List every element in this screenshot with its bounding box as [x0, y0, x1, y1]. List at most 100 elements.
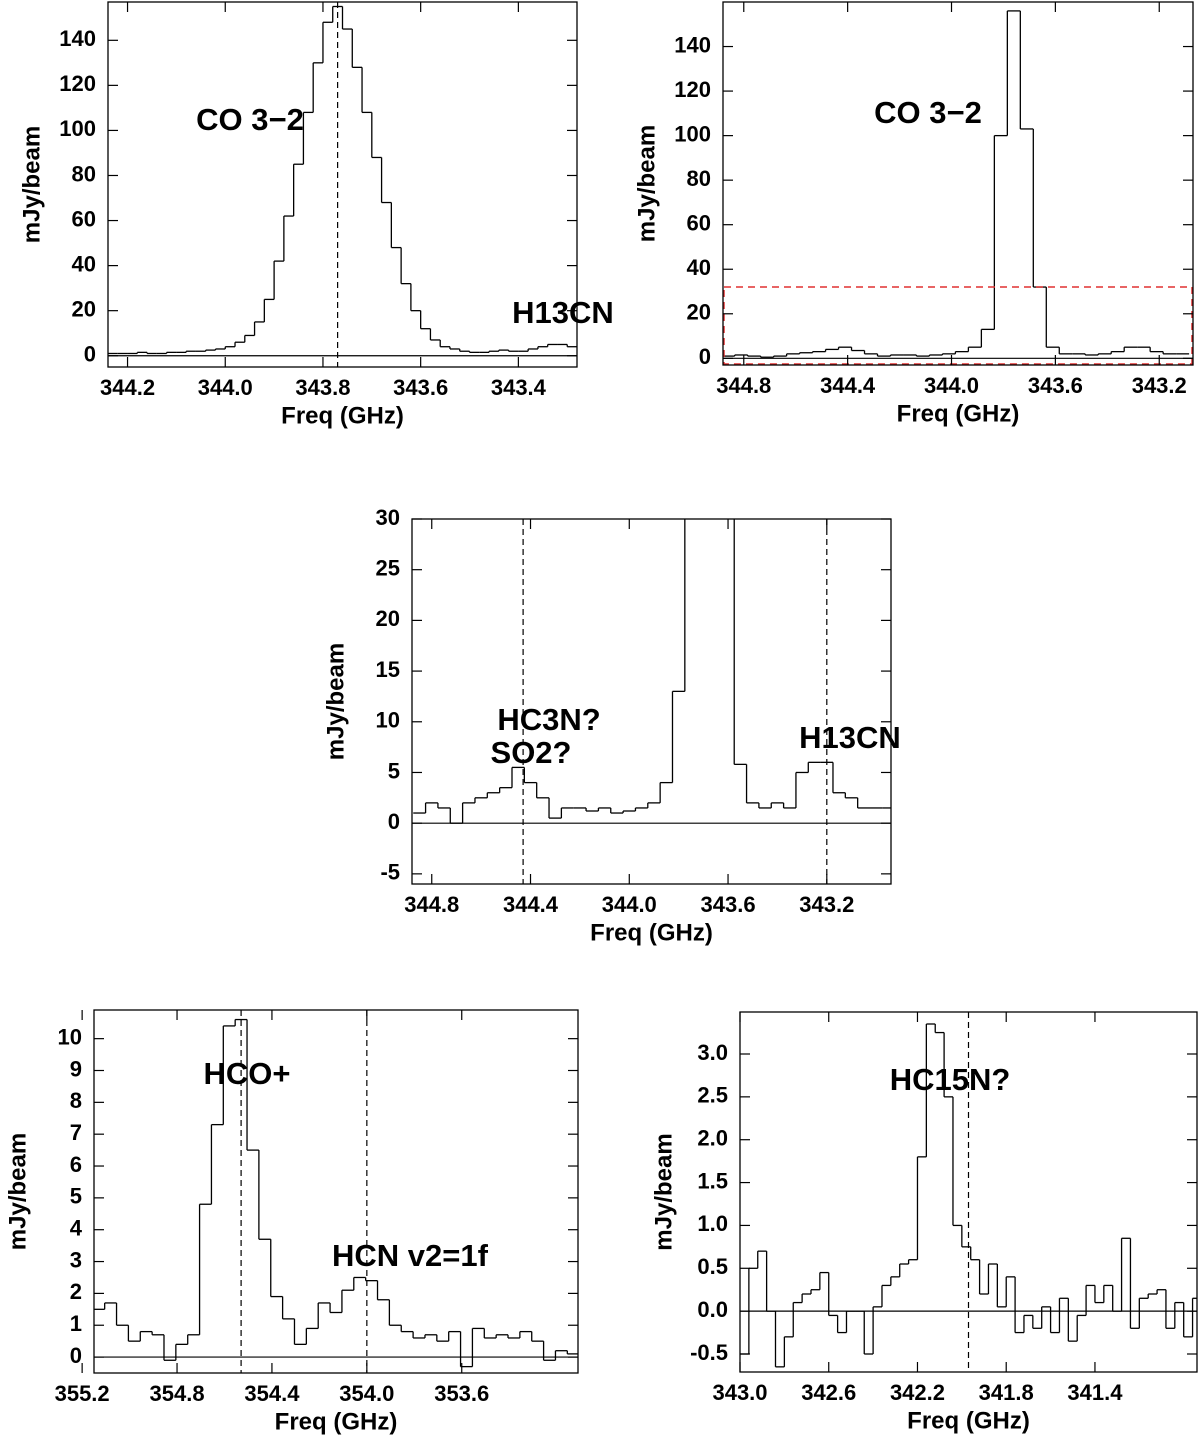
y-tick-label: 100 [59, 116, 96, 141]
y-tick-label: 1.0 [697, 1211, 728, 1236]
x-tick-label: 343.4 [491, 375, 547, 400]
annotation: H13CN [799, 720, 901, 755]
plot-frame [739, 1011, 1198, 1373]
x-tick-label: 353.6 [434, 1381, 489, 1406]
annotation: HCO+ [204, 1056, 291, 1091]
y-tick-label: 60 [72, 206, 96, 231]
y-tick-label: 0 [699, 344, 711, 369]
x-tick-label: 354.4 [244, 1381, 300, 1406]
chart-panel: 344.8 344.4 344.0 343.6 343.2 -5 0 5 10 15 20 25 30 F… [322, 505, 901, 947]
plot-frame [107, 1, 578, 368]
x-tick-label: 343.0 [712, 1380, 767, 1405]
annotation: CO 3−2 [874, 95, 982, 130]
x-axis-title: Freq (GHz) [897, 400, 1020, 427]
y-tick-label: 1 [70, 1311, 82, 1336]
y-tick-label: 10 [58, 1024, 82, 1049]
y-axis-title: mJy/beam [633, 125, 660, 242]
y-tick-label: 80 [72, 161, 96, 186]
x-tick-label: 344.8 [716, 373, 771, 398]
y-tick-label: 0 [388, 809, 400, 834]
y-tick-label: 6 [70, 1152, 82, 1177]
x-tick-label: 344.8 [404, 892, 459, 917]
y-tick-label: 10 [376, 708, 400, 733]
x-tick-label: 342.6 [801, 1380, 856, 1405]
y-tick-label: 7 [70, 1120, 82, 1145]
x-tick-label: 354.0 [339, 1381, 394, 1406]
x-tick-label: 344.0 [602, 892, 657, 917]
y-tick-label: 80 [687, 166, 711, 191]
x-axis-title: Freq (GHz) [590, 919, 713, 946]
x-tick-label: 344.0 [198, 375, 253, 400]
x-tick-label: 344.4 [820, 373, 876, 398]
y-tick-label: 0 [70, 1343, 82, 1368]
annotation: HC15N? [890, 1062, 1011, 1097]
annotation: SO2? [491, 735, 572, 770]
plot-frame [411, 518, 892, 885]
plot-area [108, 2, 577, 367]
plot-area [723, 10, 1193, 359]
plot-frame [722, 1, 1194, 366]
y-tick-label: 3 [70, 1247, 82, 1272]
y-tick-label: 140 [674, 32, 711, 57]
x-tick-label: 344.4 [503, 892, 559, 917]
y-tick-label: 60 [687, 211, 711, 236]
x-axis-title: Freq (GHz) [907, 1407, 1030, 1434]
y-axis-title: mJy/beam [650, 1133, 677, 1250]
y-tick-label: 0 [84, 342, 96, 367]
x-tick-label: 355.2 [55, 1381, 110, 1406]
chart-panel: 344.8 344.4 344.0 343.6 343.2 0 20 40 60 80 100 120… [633, 1, 1194, 427]
y-tick-label: 0.5 [697, 1254, 728, 1279]
y-tick-label: 2.0 [697, 1126, 728, 1151]
x-axis-title: Freq (GHz) [281, 402, 404, 429]
chart-panel: 355.2 354.8 354.4 354.0 353.6 0 1 2 3 4 5 6 7 8 9 10 Fre… [4, 1009, 579, 1435]
y-tick-label: 120 [59, 71, 96, 96]
annotation: CO 3−2 [196, 102, 304, 137]
x-tick-label: 343.6 [701, 892, 756, 917]
y-axis-title: mJy/beam [322, 643, 349, 760]
annotation: H13CN [512, 295, 614, 330]
y-tick-label: 0.0 [697, 1297, 728, 1322]
y-tick-label: 15 [376, 657, 400, 682]
highlight-box [723, 286, 1193, 365]
plot-frame [93, 1009, 579, 1374]
y-tick-label: 2.5 [697, 1083, 728, 1108]
x-tick-label: 343.6 [393, 375, 448, 400]
y-tick-label: 40 [687, 255, 711, 280]
plot-area [412, 519, 891, 884]
y-tick-label: 100 [674, 121, 711, 146]
y-tick-label: 30 [376, 505, 400, 530]
x-tick-label: 344.2 [100, 375, 155, 400]
x-tick-label: 343.8 [295, 375, 350, 400]
y-tick-label: 20 [72, 296, 96, 321]
chart-panel: 344.2 344.0 343.8 343.6 343.4 0 20 40 60 80 100 120… [18, 1, 614, 429]
y-tick-label: 2 [70, 1279, 82, 1304]
x-tick-label: 342.2 [890, 1380, 945, 1405]
chart-panel: 343.0 342.6 342.2 341.8 341.4 -0.5 0.0 0.5 1.0 1.… [650, 1011, 1198, 1434]
y-tick-label: 120 [674, 77, 711, 102]
y-tick-label: 5 [388, 758, 400, 783]
y-tick-label: 4 [70, 1216, 83, 1241]
x-tick-label: 344.0 [924, 373, 979, 398]
y-tick-label: 20 [687, 300, 711, 325]
x-tick-label: 343.6 [1028, 373, 1083, 398]
y-tick-label: -5 [380, 860, 400, 885]
y-tick-label: -0.5 [690, 1340, 728, 1365]
y-tick-label: 40 [72, 251, 96, 276]
y-tick-label: 9 [70, 1056, 82, 1081]
x-axis-title: Freq (GHz) [275, 1408, 398, 1435]
y-tick-label: 20 [376, 606, 400, 631]
y-tick-label: 5 [70, 1184, 82, 1209]
annotation: HC3N? [497, 702, 600, 737]
plot-area [94, 1010, 578, 1373]
x-tick-label: 343.2 [1132, 373, 1187, 398]
annotation: HCN v2=1f [332, 1238, 489, 1273]
y-tick-label: 8 [70, 1088, 82, 1113]
y-axis-title: mJy/beam [4, 1133, 31, 1250]
x-tick-label: 343.2 [799, 892, 854, 917]
y-tick-label: 1.5 [697, 1168, 728, 1193]
x-tick-label: 354.8 [150, 1381, 205, 1406]
y-tick-label: 140 [59, 26, 96, 51]
x-tick-label: 341.4 [1067, 1380, 1123, 1405]
